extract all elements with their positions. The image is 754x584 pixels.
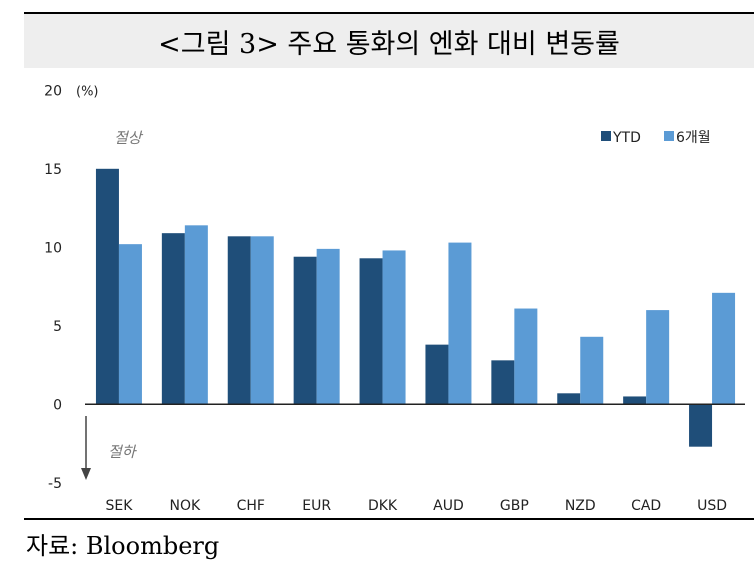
chart-frame — [24, 66, 754, 520]
y-tick-label: 20 — [44, 83, 62, 99]
x-tick-label: CAD — [631, 498, 661, 514]
bar-YTD-DKK — [359, 258, 383, 405]
y-tick-label: -5 — [48, 476, 62, 492]
annotation-up: 절상 — [114, 129, 144, 147]
bar-YTD-GBP — [491, 360, 515, 405]
bar-YTD-EUR — [293, 256, 317, 405]
x-tick-label: CHF — [237, 498, 265, 514]
x-tick-label: DKK — [368, 498, 398, 514]
bar-YTD-NZD — [557, 393, 581, 405]
bar-YTD-NOK — [161, 233, 185, 405]
x-tick-label: AUD — [433, 498, 464, 514]
figure-title: <그림 3> 주요 통화의 엔화 대비 변동률 — [24, 12, 754, 68]
y-axis-unit: (%) — [76, 84, 99, 99]
source-note: 자료: Bloomberg — [26, 532, 220, 560]
x-tick-label: NOK — [170, 498, 201, 514]
bar-YTD-CAD — [623, 396, 647, 405]
bar-YTD-SEK — [95, 168, 119, 405]
bar-6개월-EUR — [316, 248, 340, 405]
bar-6개월-USD — [712, 292, 736, 405]
bar-6개월-DKK — [382, 250, 406, 405]
bar-6개월-CAD — [646, 310, 670, 405]
bar-6개월-AUD — [448, 242, 472, 405]
bar-6개월-CHF — [250, 236, 274, 405]
bar-6개월-SEK — [118, 244, 142, 405]
bar-YTD-CHF — [227, 236, 251, 405]
x-tick-label: EUR — [302, 498, 331, 514]
x-tick-label: USD — [697, 498, 727, 514]
y-tick-label: 0 — [53, 397, 62, 413]
legend-label: 6개월 — [676, 130, 711, 146]
bar-6개월-NOK — [184, 225, 208, 405]
x-tick-label: SEK — [105, 498, 133, 514]
x-tick-label: NZD — [565, 498, 596, 514]
bar-YTD-USD — [689, 404, 713, 447]
bar-YTD-AUD — [425, 344, 449, 405]
annotation-down: 절하 — [108, 443, 138, 461]
y-tick-label: 5 — [53, 319, 62, 335]
legend-swatch-0 — [601, 131, 611, 141]
bar-6개월-GBP — [514, 308, 538, 405]
down-arrow-icon — [81, 468, 91, 480]
bar-6개월-NZD — [580, 336, 604, 405]
y-tick-label: 10 — [44, 240, 62, 256]
legend-swatch-1 — [664, 131, 674, 141]
x-tick-label: GBP — [500, 498, 529, 514]
legend-label: YTD — [612, 130, 641, 146]
y-tick-label: 15 — [44, 162, 62, 178]
